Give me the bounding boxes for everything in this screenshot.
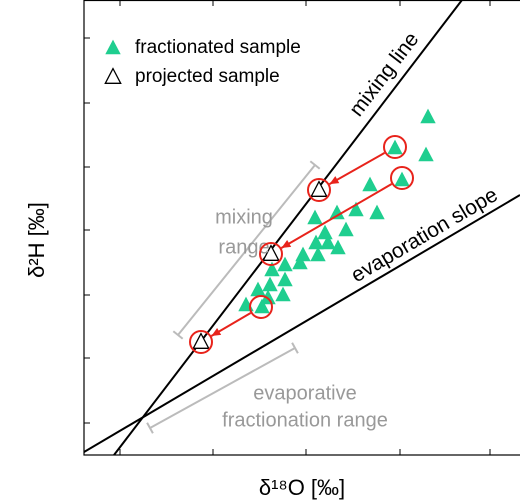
fractionated-point <box>264 261 280 277</box>
fractionated-point <box>295 246 311 262</box>
range-bracket <box>149 347 296 429</box>
fractionated-point <box>418 146 434 162</box>
projected-point <box>262 244 280 261</box>
fractionated-point <box>250 281 266 297</box>
projection-arrow <box>328 152 386 185</box>
range-bracket <box>177 164 316 336</box>
fractionated-point <box>420 108 436 124</box>
legend-label: projected sample <box>135 66 280 87</box>
fractionated-point <box>320 234 336 250</box>
highlight-circle <box>189 330 213 354</box>
reference-line <box>84 194 520 453</box>
plot-area <box>84 0 520 455</box>
highlight-circle <box>390 166 414 190</box>
fractionated-point <box>275 286 291 302</box>
x-axis-label: δ¹⁸O [‰] <box>259 475 345 500</box>
fractionated-point <box>310 246 326 262</box>
reference-line <box>113 0 463 455</box>
fractionated-point <box>277 256 293 272</box>
plot-frame <box>83 0 520 456</box>
fractionated-point <box>262 276 278 292</box>
fractionated-point <box>348 201 364 217</box>
fractionated-point <box>394 171 410 187</box>
fractionated-point <box>307 209 323 225</box>
line-label: mixing line <box>345 28 424 121</box>
range-label: evaporative <box>253 382 356 404</box>
range-bracket-cap <box>146 422 154 434</box>
arrow-head <box>281 240 292 248</box>
range-label: fractionation range <box>222 409 388 431</box>
fractionated-point <box>277 271 293 287</box>
highlight-circle <box>259 242 283 266</box>
fractionated-point <box>387 139 403 155</box>
legend-label: fractionated sample <box>135 37 301 58</box>
highlight-circle <box>383 135 407 159</box>
range-label: range <box>218 236 269 258</box>
highlight-circle <box>307 178 331 202</box>
fractionated-point <box>308 234 324 250</box>
projected-point <box>192 332 210 349</box>
fractionated-point <box>254 298 270 314</box>
legend-marker <box>105 39 121 55</box>
fractionated-point <box>362 176 378 192</box>
legend-marker <box>104 67 122 84</box>
range-bracket-cap <box>309 160 321 170</box>
range-bracket-cap <box>172 330 184 340</box>
y-axis-label: δ²H [‰] <box>24 202 49 278</box>
fractionated-point <box>292 254 308 270</box>
projection-arrow <box>280 183 393 249</box>
line-label: evaporation slope <box>347 183 502 287</box>
range-label: mixing <box>215 206 273 228</box>
fractionated-point <box>330 239 346 255</box>
fractionated-point <box>329 204 345 220</box>
fractionated-point <box>369 204 385 220</box>
highlight-circle <box>249 295 273 319</box>
arrow-head <box>211 327 222 336</box>
projected-point <box>310 180 328 197</box>
fractionated-point <box>338 221 354 237</box>
fractionated-point <box>260 289 276 305</box>
arrow-head <box>329 176 340 185</box>
fractionated-point <box>317 224 333 240</box>
range-bracket-cap <box>291 342 299 354</box>
